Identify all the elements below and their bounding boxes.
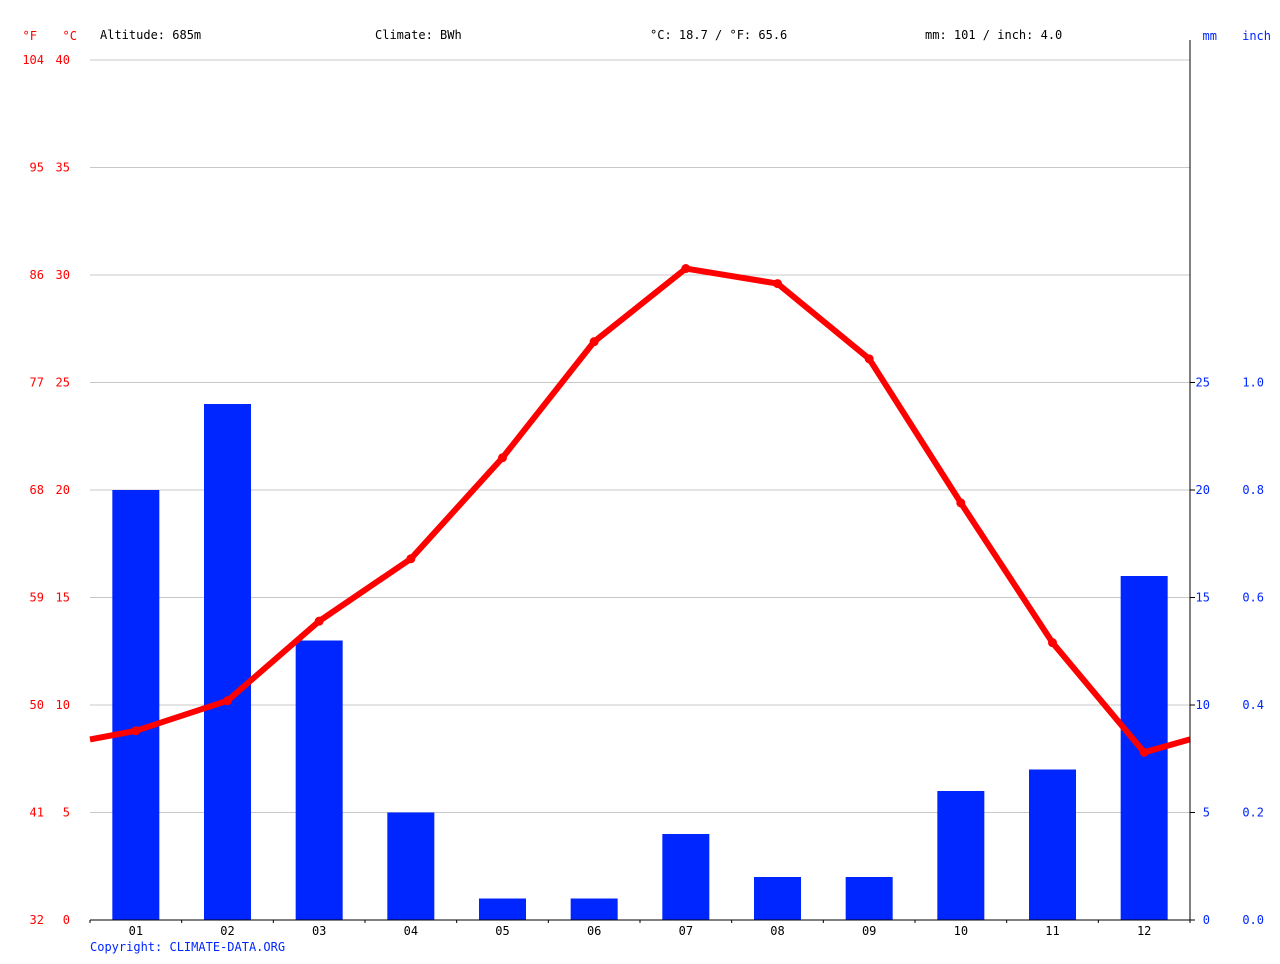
celsius-tick-label: 40 xyxy=(56,53,70,67)
celsius-tick-label: 35 xyxy=(56,161,70,175)
precipitation-bar xyxy=(570,898,618,920)
fahrenheit-tick-label: 86 xyxy=(30,268,44,282)
precipitation-bar xyxy=(1029,769,1076,920)
month-label: 05 xyxy=(495,924,509,938)
fahrenheit-tick-label: 68 xyxy=(30,483,44,497)
inch-axis-title: inch xyxy=(1242,29,1271,43)
mm-tick-label: 25 xyxy=(1196,376,1210,390)
precipitation-bar xyxy=(295,640,343,920)
precipitation-bar xyxy=(662,834,710,920)
mm-tick-label: 20 xyxy=(1196,483,1210,497)
precipitation-bar xyxy=(387,812,435,920)
celsius-tick-label: 5 xyxy=(63,806,70,820)
temperature-point xyxy=(1139,747,1149,757)
climate-label: Climate: BWh xyxy=(375,28,462,42)
inch-tick-label: 1.0 xyxy=(1242,376,1264,390)
month-label: 04 xyxy=(404,924,418,938)
temperature-point xyxy=(406,554,416,564)
fahrenheit-tick-label: 59 xyxy=(30,591,44,605)
month-label: 12 xyxy=(1137,924,1151,938)
celsius-tick-label: 25 xyxy=(56,376,70,390)
temperature-point xyxy=(589,337,599,347)
temperature-point xyxy=(773,279,782,289)
precipitation-bar xyxy=(479,898,526,920)
copyright-link[interactable]: Copyright: CLIMATE-DATA.ORG xyxy=(90,940,286,954)
month-label: 03 xyxy=(312,924,326,938)
month-label: 07 xyxy=(679,924,693,938)
precipitation-bar xyxy=(937,791,985,920)
mm-tick-label: 10 xyxy=(1196,698,1210,712)
inch-tick-label: 0.4 xyxy=(1242,698,1264,712)
month-label: 09 xyxy=(862,924,876,938)
temperature-polyline xyxy=(89,265,1191,756)
mm-tick-label: 15 xyxy=(1196,591,1210,605)
temperature-line xyxy=(89,264,1191,757)
inch-tick-label: 0.8 xyxy=(1242,483,1264,497)
temperature-point xyxy=(131,726,141,736)
temperature-point xyxy=(864,354,874,364)
fahrenheit-tick-label: 41 xyxy=(30,806,44,820)
fahrenheit-tick-label: 95 xyxy=(30,161,44,175)
mm-tick-label: 0 xyxy=(1203,913,1210,927)
fahrenheit-tick-label: 32 xyxy=(30,913,44,927)
mm-axis-title: mm xyxy=(1203,29,1217,43)
fahrenheit-tick-label: 104 xyxy=(22,53,44,67)
precipitation-bar xyxy=(845,877,893,920)
precipitation-bar xyxy=(204,404,251,920)
fahrenheit-tick-label: 77 xyxy=(30,376,44,390)
temperature-point xyxy=(314,616,324,626)
inch-tick-label: 0.6 xyxy=(1242,591,1264,605)
inch-tick-label: 0.2 xyxy=(1242,806,1264,820)
temperature-point xyxy=(956,498,966,508)
precipitation-bar xyxy=(112,490,160,920)
month-label: 11 xyxy=(1045,924,1059,938)
temperature-point xyxy=(223,696,232,706)
mm-tick-label: 5 xyxy=(1203,806,1210,820)
celsius-tick-label: 15 xyxy=(56,591,70,605)
chart-axes xyxy=(89,40,1195,923)
precipitation-bar xyxy=(754,877,801,920)
month-label: 02 xyxy=(220,924,234,938)
temperature-summary: °C: 18.7 / °F: 65.6 xyxy=(650,28,788,42)
fahrenheit-axis-title: °F xyxy=(23,29,37,43)
celsius-tick-label: 0 xyxy=(63,913,70,927)
fahrenheit-tick-label: 50 xyxy=(30,698,44,712)
altitude-label: Altitude: 685m xyxy=(100,28,202,42)
temperature-point xyxy=(1048,638,1057,648)
inch-tick-label: 0.0 xyxy=(1242,913,1264,927)
precipitation-summary: mm: 101 / inch: 4.0 xyxy=(925,28,1063,42)
month-label: 01 xyxy=(129,924,143,938)
celsius-axis-title: °C xyxy=(63,29,77,43)
celsius-tick-label: 10 xyxy=(56,698,70,712)
temperature-point xyxy=(498,453,507,463)
celsius-tick-label: 20 xyxy=(56,483,70,497)
month-label: 06 xyxy=(587,924,601,938)
month-label: 10 xyxy=(954,924,968,938)
grid-lines xyxy=(90,59,1190,813)
month-label: 08 xyxy=(770,924,784,938)
celsius-tick-label: 30 xyxy=(56,268,70,282)
temperature-point xyxy=(681,264,691,274)
